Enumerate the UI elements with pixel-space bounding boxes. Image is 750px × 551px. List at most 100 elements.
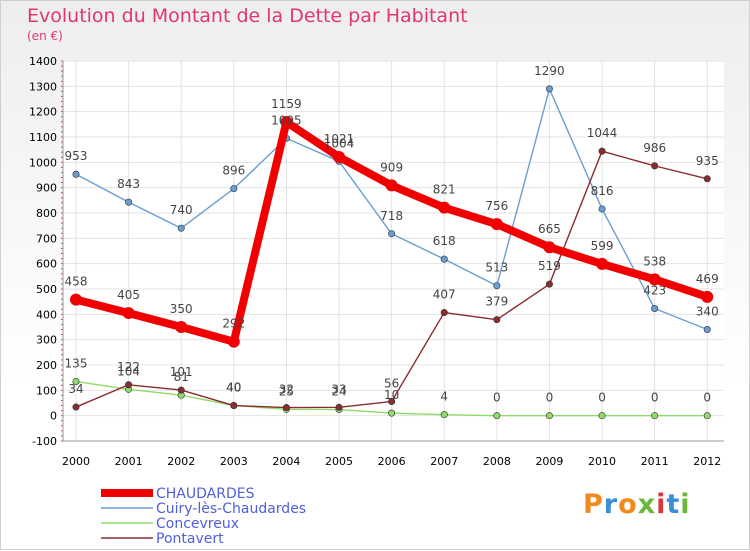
- legend: CHAUDARDESCuiry-lès-ChaudardesConcevreux…: [101, 486, 306, 547]
- logo-letter: t: [666, 489, 681, 520]
- data-point: [282, 404, 290, 412]
- data-point: [280, 116, 293, 129]
- y-tick-label: 500: [36, 283, 57, 296]
- data-label: 56: [384, 376, 399, 390]
- data-point: [385, 179, 398, 192]
- x-tick-label: 2005: [325, 455, 353, 468]
- grid: [63, 60, 724, 442]
- legend-label: Pontavert: [156, 531, 224, 547]
- data-label: 1095: [271, 113, 302, 127]
- x-tick-label: 2008: [483, 455, 511, 468]
- series-layer: [70, 85, 714, 420]
- data-point: [440, 309, 448, 317]
- logo-letter: i: [656, 489, 667, 520]
- y-tick-label: 1300: [29, 80, 57, 93]
- x-tick-label: 2002: [167, 455, 195, 468]
- data-label: 33: [331, 382, 346, 396]
- logo-letter: P: [583, 489, 604, 520]
- data-label: 538: [643, 254, 666, 268]
- data-label: 340: [696, 305, 719, 319]
- data-point: [651, 305, 659, 313]
- data-point: [440, 255, 448, 263]
- data-label: 25: [279, 384, 294, 398]
- data-point: [648, 273, 661, 286]
- data-point: [490, 218, 503, 231]
- data-point: [701, 290, 714, 303]
- data-point: [388, 409, 396, 417]
- data-label: 135: [65, 356, 88, 370]
- data-label: 405: [117, 288, 140, 302]
- data-label: 34: [68, 382, 83, 396]
- data-point: [596, 257, 609, 270]
- y-tick-label: 700: [36, 232, 57, 245]
- proxiti-logo: Proxiti: [583, 489, 691, 520]
- data-label: 718: [380, 209, 403, 223]
- data-label: 350: [170, 302, 193, 316]
- legend-label: Concevreux: [156, 516, 239, 532]
- x-tick-label: 2010: [588, 455, 616, 468]
- data-point: [545, 412, 553, 420]
- x-tick-label: 2003: [220, 455, 248, 468]
- x-tick-label: 2001: [115, 455, 143, 468]
- data-point: [545, 85, 553, 93]
- data-label: 953: [65, 149, 88, 163]
- data-label: 10: [384, 388, 399, 402]
- legend-label: CHAUDARDES: [156, 486, 255, 502]
- data-point: [651, 162, 659, 170]
- data-label: 0: [493, 391, 501, 405]
- x-tick-label: 2012: [693, 455, 721, 468]
- data-point: [545, 280, 553, 288]
- logo-letter: x: [637, 489, 657, 520]
- data-point: [388, 397, 396, 405]
- data-label: 821: [433, 183, 456, 197]
- data-point: [493, 316, 501, 324]
- data-label: 513: [485, 261, 508, 275]
- data-point: [703, 326, 711, 334]
- data-label: 0: [703, 391, 711, 405]
- data-point: [177, 386, 185, 394]
- data-label: 469: [696, 272, 719, 286]
- data-point: [703, 412, 711, 420]
- data-label: 896: [222, 164, 245, 178]
- data-label: 24: [331, 385, 346, 399]
- data-point: [703, 175, 711, 183]
- data-label: 0: [546, 391, 554, 405]
- y-tick-label: 100: [36, 384, 57, 397]
- data-point: [438, 201, 451, 214]
- data-label: 665: [538, 222, 561, 236]
- data-point: [333, 151, 346, 164]
- x-tick-label: 2006: [378, 455, 406, 468]
- plot-area: [63, 61, 724, 441]
- data-label: 618: [433, 234, 456, 248]
- data-label: 1004: [324, 136, 355, 150]
- data-label: 1021: [324, 132, 355, 146]
- x-tick-label: 2004: [272, 455, 300, 468]
- data-point: [72, 170, 80, 178]
- data-label: 843: [117, 177, 140, 191]
- data-point: [125, 381, 133, 389]
- data-label: 379: [485, 295, 508, 309]
- legend-label: Cuiry-lès-Chaudardes: [156, 501, 306, 517]
- data-point: [177, 224, 185, 232]
- chart-title: Evolution du Montant de la Dette par Hab…: [27, 5, 468, 27]
- y-tick-label: 800: [36, 207, 57, 220]
- data-label: 1159: [271, 97, 302, 111]
- data-label: 101: [170, 365, 193, 379]
- data-point: [493, 412, 501, 420]
- y-tick-label: 400: [36, 308, 57, 321]
- data-point: [598, 147, 606, 155]
- y-tick-label: 200: [36, 359, 57, 372]
- y-tick-label: 1200: [29, 106, 57, 119]
- x-tick-label: 2007: [430, 455, 458, 468]
- data-point: [72, 377, 80, 385]
- x-tick-label: 2011: [641, 455, 669, 468]
- y-tick-label: 1100: [29, 131, 57, 144]
- data-point: [598, 412, 606, 420]
- data-label: 935: [696, 154, 719, 168]
- y-tick-label: 0: [50, 410, 57, 423]
- data-point: [227, 335, 240, 348]
- data-point: [230, 185, 238, 193]
- y-tick-label: -100: [32, 435, 57, 448]
- data-label: 1044: [587, 126, 618, 140]
